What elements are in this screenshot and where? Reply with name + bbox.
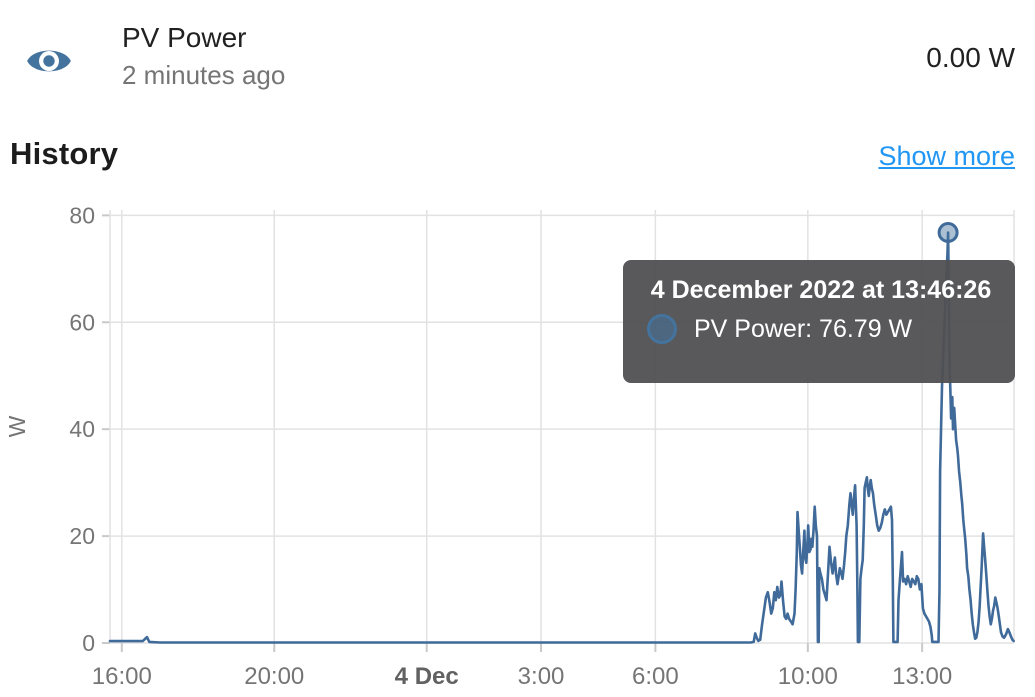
y-tick-label: 40	[69, 416, 95, 442]
selected-point-marker	[937, 222, 959, 243]
x-tick-label: 6:00	[632, 663, 679, 690]
chart-tooltip: 4 December 2022 at 13:46:26 PV Power: 76…	[623, 260, 1015, 383]
y-tick-label: 0	[82, 630, 95, 656]
x-tick-label: 13:00	[892, 663, 952, 690]
tooltip-timestamp: 4 December 2022 at 13:46:26	[650, 276, 992, 304]
tooltip-series-row: PV Power: 76.79 W	[645, 314, 997, 344]
x-tick-label: 3:00	[518, 663, 565, 690]
history-heading: History	[10, 136, 119, 171]
series-marker-icon	[647, 314, 677, 344]
x-tick-label: 10:00	[778, 663, 838, 690]
x-tick-label: 20:00	[244, 663, 304, 690]
eye-icon-svg	[27, 50, 71, 72]
y-tick-label: 60	[69, 309, 95, 335]
tooltip-series-value: PV Power: 76.79 W	[694, 314, 913, 343]
y-tick-label: 80	[69, 202, 95, 228]
history-chart[interactable]: 0 20 40 60 80 16:00 20:00 4 Dec 3:00 6:00 10:00 13:…	[0, 195, 1035, 697]
y-tick-label: 20	[69, 523, 95, 549]
x-tick-label: 4 Dec	[395, 663, 459, 690]
eye-icon[interactable]	[26, 42, 72, 80]
entity-state-value: 0.00 W	[926, 42, 1015, 73]
entity-titles: PV Power 2 minutes ago	[122, 21, 285, 91]
pv-power-line	[108, 231, 1015, 644]
y-axis-label: W	[4, 415, 30, 437]
entity-name: PV Power	[122, 22, 247, 53]
x-tick-label: 16:00	[92, 663, 152, 690]
show-more-link[interactable]: Show more	[878, 141, 1015, 171]
entity-last-changed: 2 minutes ago	[122, 60, 286, 90]
